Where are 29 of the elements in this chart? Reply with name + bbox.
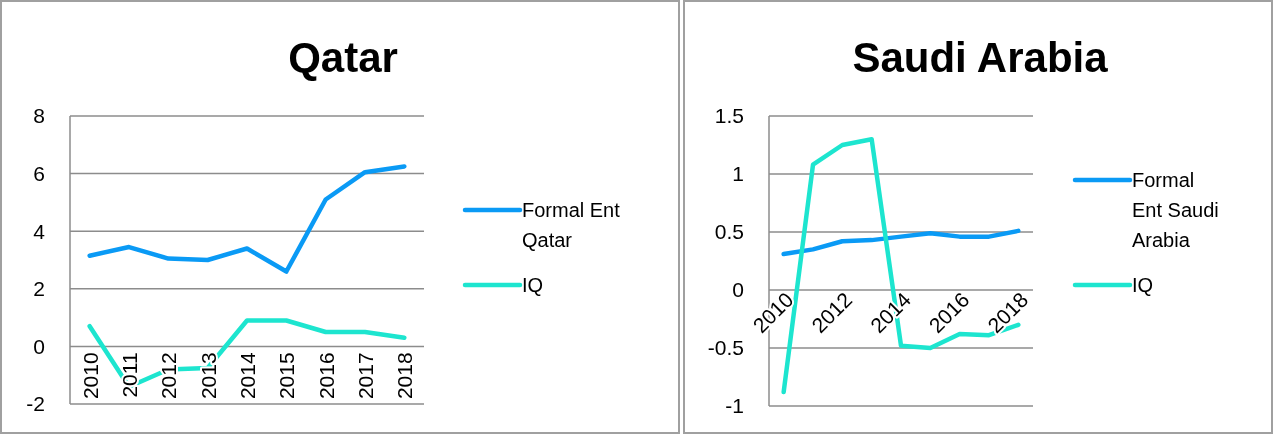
x-tick-label: 2014	[236, 352, 259, 400]
x-tick-label: 2016	[314, 352, 338, 400]
y-tick-label: -0.5	[707, 336, 744, 360]
legend-label: IQ	[522, 274, 544, 296]
legend-label: IQ	[1132, 274, 1154, 296]
x-tick-label: 2015	[275, 352, 299, 400]
y-tick-label: -2	[26, 392, 45, 416]
x-tick-label: 2013	[196, 352, 220, 400]
y-tick-label: 1.5	[714, 104, 744, 128]
chart-title: Saudi Arabia	[852, 34, 1109, 81]
x-tick-label: 2010	[78, 352, 102, 400]
y-tick-label: 0	[33, 334, 45, 358]
x-tick-label: 2018	[393, 352, 417, 400]
y-tick-label: -1	[725, 394, 744, 418]
x-tick-label: 2017	[354, 352, 377, 400]
y-tick-label: 0	[732, 278, 744, 302]
y-tick-label: 2	[33, 277, 45, 301]
y-tick-label: 1	[732, 162, 744, 186]
x-tick-label: 2012	[157, 352, 181, 400]
y-tick-label: 6	[33, 161, 45, 185]
legend-label: Formal Ent Qatar	[522, 199, 621, 251]
line-series	[781, 228, 1021, 257]
y-tick-label: 0.5	[714, 220, 744, 244]
x-tick-label: 2011	[118, 352, 141, 398]
y-tick-label: 8	[33, 104, 45, 128]
y-tick-label: 4	[33, 219, 46, 243]
legend-label: Formal Ent Saudi Arabia	[1132, 169, 1219, 251]
chart-title: Qatar	[288, 34, 398, 81]
line-series	[87, 164, 407, 274]
